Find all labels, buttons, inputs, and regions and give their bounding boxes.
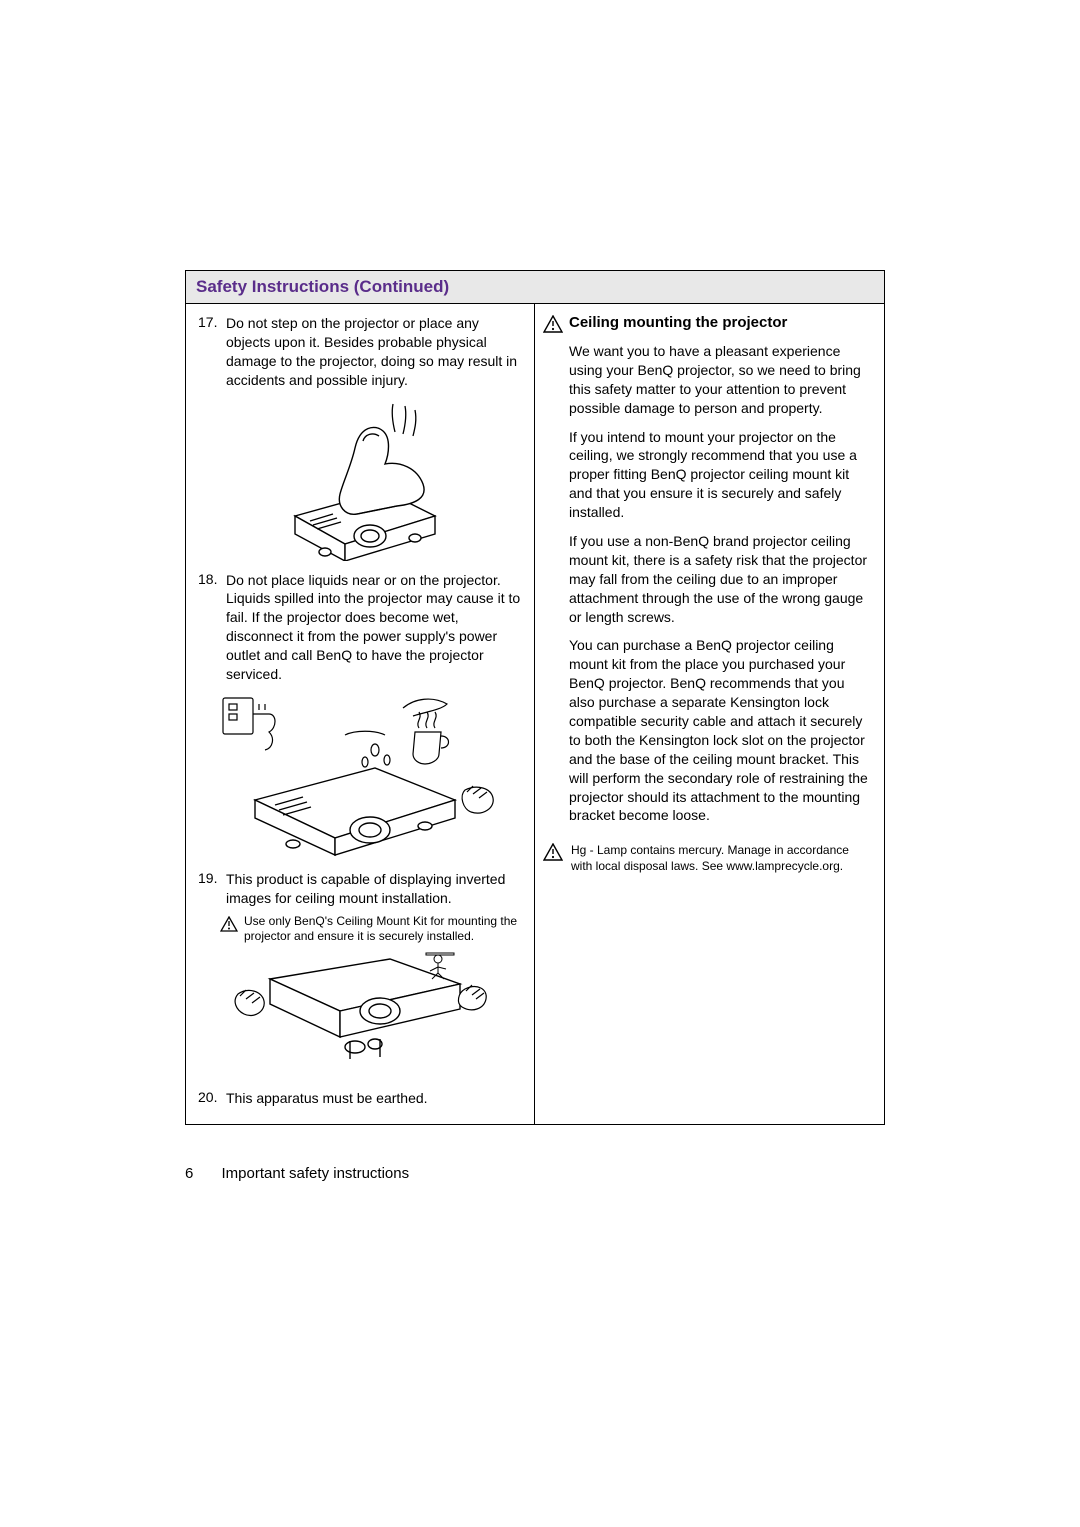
- instruction-item: 17. Do not step on the projector or plac…: [198, 314, 522, 390]
- ceiling-heading-row: Ceiling mounting the projector: [543, 314, 872, 338]
- instruction-text: Do not step on the projector or place an…: [226, 314, 522, 390]
- instruction-number: 20.: [198, 1089, 226, 1108]
- instruction-number: 18.: [198, 571, 226, 684]
- section-title: Safety Instructions (Continued): [196, 277, 874, 297]
- instruction-text: This product is capable of displaying in…: [226, 870, 522, 908]
- instruction-text: This apparatus must be earthed.: [226, 1089, 428, 1108]
- mercury-row: Hg - Lamp contains mercury. Manage in ac…: [543, 843, 872, 874]
- right-text-block: We want you to have a pleasant experienc…: [569, 342, 872, 825]
- paragraph: You can purchase a BenQ projector ceilin…: [569, 636, 872, 825]
- warning-icon: [543, 315, 563, 338]
- section-header: Safety Instructions (Continued): [186, 271, 884, 304]
- illustration-liquids: [198, 690, 522, 860]
- warning-icon: [220, 916, 238, 937]
- illustration-ceiling-mount: [198, 949, 522, 1079]
- right-column: Ceiling mounting the projector We want y…: [535, 304, 884, 1124]
- paragraph: If you intend to mount your projector on…: [569, 428, 872, 522]
- page-number: 6: [185, 1165, 193, 1182]
- instruction-item: 20. This apparatus must be earthed.: [198, 1089, 522, 1108]
- instruction-item: 19. This product is capable of displayin…: [198, 870, 522, 908]
- instruction-number: 19.: [198, 870, 226, 908]
- caution-row: Use only BenQ's Ceiling Mount Kit for mo…: [220, 914, 522, 945]
- mercury-text: Hg - Lamp contains mercury. Manage in ac…: [571, 843, 872, 874]
- warning-icon: [543, 843, 563, 866]
- paragraph: We want you to have a pleasant experienc…: [569, 342, 872, 418]
- ceiling-heading: Ceiling mounting the projector: [569, 314, 787, 331]
- left-column: 17. Do not step on the projector or plac…: [186, 304, 535, 1124]
- caution-text: Use only BenQ's Ceiling Mount Kit for mo…: [244, 914, 522, 945]
- footer-section: Important safety instructions: [222, 1165, 410, 1182]
- paragraph: If you use a non-BenQ brand projector ce…: [569, 532, 872, 626]
- safety-box: Safety Instructions (Continued) 17. Do n…: [185, 270, 885, 1125]
- page-footer: 6 Important safety instructions: [185, 1165, 409, 1182]
- instruction-item: 18. Do not place liquids near or on the …: [198, 571, 522, 684]
- document-page: Safety Instructions (Continued) 17. Do n…: [0, 0, 1080, 1527]
- illustration-step-on: [198, 396, 522, 561]
- instruction-text: Do not place liquids near or on the proj…: [226, 571, 522, 684]
- columns: 17. Do not step on the projector or plac…: [186, 304, 884, 1124]
- instruction-number: 17.: [198, 314, 226, 390]
